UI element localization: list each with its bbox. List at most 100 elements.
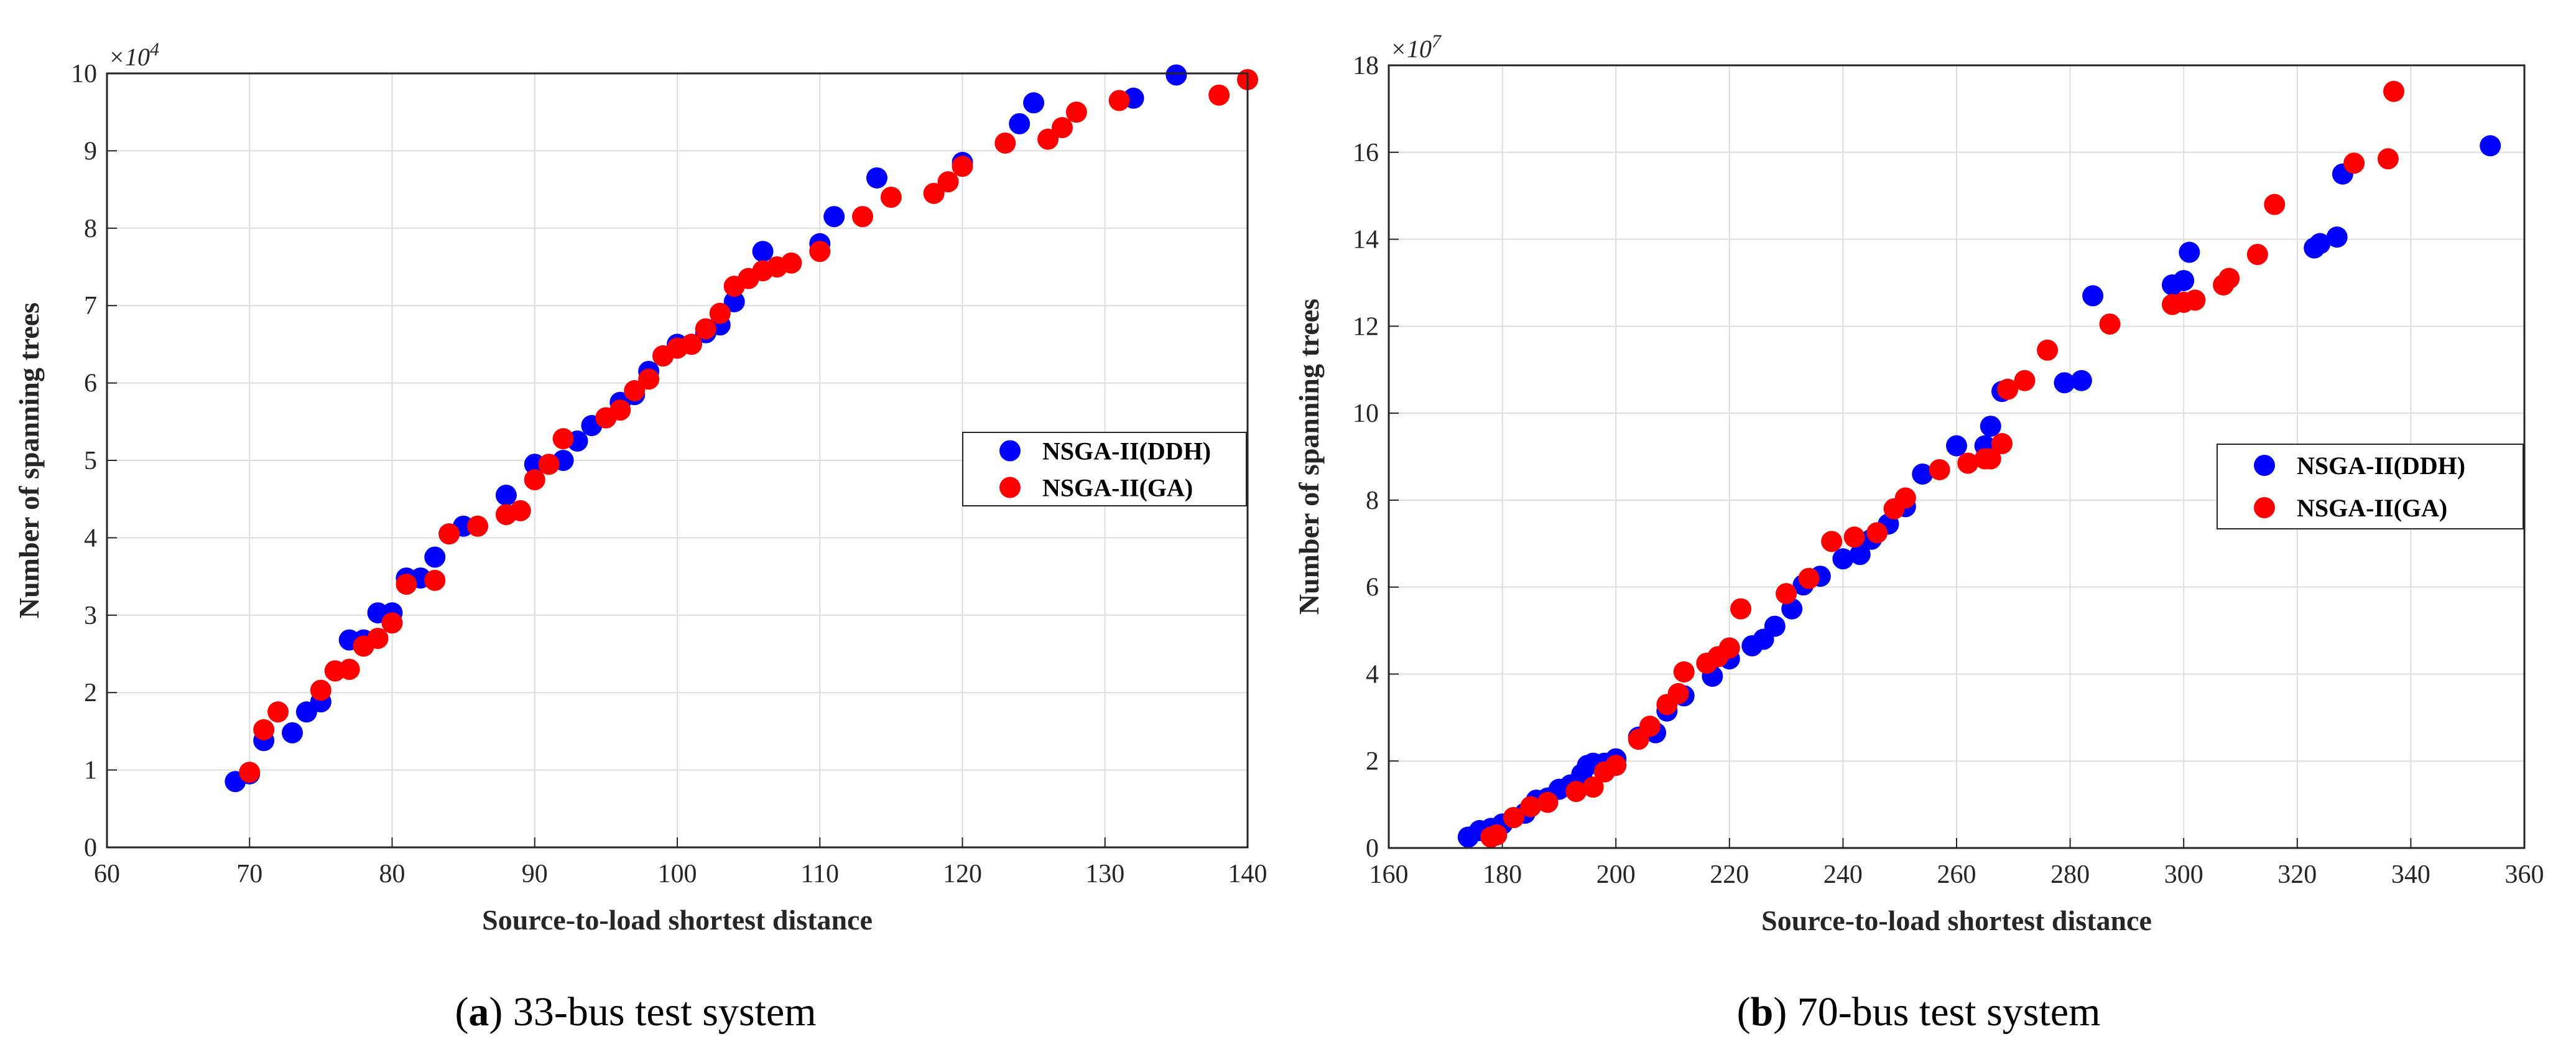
point-ga xyxy=(2014,370,2036,391)
point-ga xyxy=(1565,781,1587,803)
point-ga xyxy=(2343,152,2365,174)
y-tick-label: 0 xyxy=(84,834,97,862)
point-ga xyxy=(2037,339,2059,361)
point-ga xyxy=(680,333,702,355)
x-tick-label: 220 xyxy=(1710,860,1749,889)
point-ga xyxy=(809,241,831,263)
y-multiplier-base-b: ×10 xyxy=(1390,35,1432,63)
point-ga xyxy=(2246,244,2268,266)
legend-marker-ga-a xyxy=(999,477,1021,498)
y-tick-label: 9 xyxy=(84,137,97,165)
point-ga xyxy=(1718,637,1740,659)
point-ga xyxy=(952,156,973,177)
point-ga xyxy=(923,182,945,204)
point-ga xyxy=(638,368,660,390)
point-ddh xyxy=(2173,269,2195,291)
x-tick-label: 100 xyxy=(658,860,697,888)
x-tick-label: 260 xyxy=(1937,860,1976,889)
point-ga xyxy=(1957,452,1979,474)
y-tick-label: 5 xyxy=(84,447,97,475)
plot-frame-a xyxy=(106,72,1249,849)
point-ga xyxy=(2099,313,2121,335)
point-ddh xyxy=(2070,370,2092,391)
x-tick-label: 130 xyxy=(1085,860,1124,888)
y-tick-label: 8 xyxy=(84,215,97,243)
point-ga xyxy=(2218,268,2240,289)
y-tick-label: 0 xyxy=(1366,834,1379,863)
point-ddh xyxy=(2179,241,2200,263)
point-ga xyxy=(396,574,417,595)
point-ddh xyxy=(752,241,774,263)
point-ddh xyxy=(2326,226,2348,248)
caption-text-b: 70-bus test system xyxy=(1787,989,2100,1035)
x-tick-label: 180 xyxy=(1483,860,1522,889)
point-ddh xyxy=(1764,615,1786,637)
point-ga xyxy=(338,658,360,680)
caption-b: (b) 70-bus test system xyxy=(1737,989,2101,1035)
point-ddh xyxy=(2054,372,2075,394)
point-ga xyxy=(367,628,389,650)
x-tick-label: 110 xyxy=(801,860,839,888)
y-tick-label: 14 xyxy=(1353,226,1379,254)
y-tick-label: 6 xyxy=(84,370,97,398)
legend-label-ga-a: NSGA-II(GA) xyxy=(1042,474,1193,502)
x-tick-label: 60 xyxy=(94,860,120,888)
legend-label-ddh-b: NSGA-II(DDH) xyxy=(2297,452,2465,480)
point-ga xyxy=(239,762,261,783)
y-tick-label: 2 xyxy=(84,679,97,707)
point-ga xyxy=(1798,567,1820,589)
x-tick-label: 360 xyxy=(2505,860,2544,889)
point-ga xyxy=(1843,526,1865,548)
point-ga xyxy=(1108,90,1130,111)
point-ga xyxy=(624,380,646,402)
chart-panel-b: 160 180 200 220 240 260 280 300 320 340 360 0 2 4 6 8 1… xyxy=(1293,31,2544,936)
x-tick-labels-a: 60 70 80 90 100 110 120 130 140 xyxy=(94,860,1267,888)
point-ga xyxy=(1667,682,1689,704)
point-ga xyxy=(1503,807,1524,829)
point-ga xyxy=(253,719,275,740)
point-ddh xyxy=(424,546,446,568)
point-ga xyxy=(695,318,716,340)
point-ga xyxy=(381,612,403,634)
point-ga xyxy=(1673,661,1695,682)
x-tick-label: 240 xyxy=(1823,860,1863,889)
point-ddh xyxy=(1023,92,1045,114)
point-ga xyxy=(1929,459,1950,480)
point-ga xyxy=(424,569,446,591)
point-ga xyxy=(1037,128,1059,150)
x-tick-label: 300 xyxy=(2164,860,2203,889)
x-axis-label-a: Source-to-load shortest distance xyxy=(482,904,873,936)
point-ga xyxy=(1486,824,1508,846)
point-ga xyxy=(880,187,902,208)
point-ddh xyxy=(495,484,517,506)
y-multiplier-b: ×107 xyxy=(1390,31,1442,63)
x-tick-label: 80 xyxy=(379,860,405,888)
x-tick-label: 90 xyxy=(522,860,548,888)
point-ga xyxy=(310,679,331,701)
y-tick-label: 10 xyxy=(1353,399,1379,428)
y-tick-label: 18 xyxy=(1353,52,1379,80)
point-ga xyxy=(2184,289,2206,311)
y-tick-label: 8 xyxy=(1366,487,1379,515)
point-ga xyxy=(1894,487,1916,509)
point-ddh xyxy=(866,167,887,189)
point-ddh xyxy=(1165,64,1187,86)
point-ga xyxy=(552,428,574,450)
point-ga xyxy=(509,500,531,521)
x-tick-label: 200 xyxy=(1596,860,1636,889)
y-tick-label: 6 xyxy=(1366,574,1379,602)
legend-marker-ga-b xyxy=(2254,497,2275,518)
y-axis-label-a: Number of spanning trees xyxy=(13,302,45,618)
point-ddh xyxy=(1980,416,2001,437)
y-tick-label: 4 xyxy=(84,524,97,552)
point-ga xyxy=(709,302,731,324)
point-ga xyxy=(2383,80,2405,102)
point-ga xyxy=(1866,522,1888,544)
y-tick-label: 3 xyxy=(84,602,97,630)
y-multiplier-exp-b: 7 xyxy=(1432,31,1442,52)
y-multiplier-base-a: ×10 xyxy=(108,43,150,71)
point-ga xyxy=(1520,796,1542,817)
point-ddh xyxy=(2082,285,2104,307)
point-ga xyxy=(1776,583,1797,605)
